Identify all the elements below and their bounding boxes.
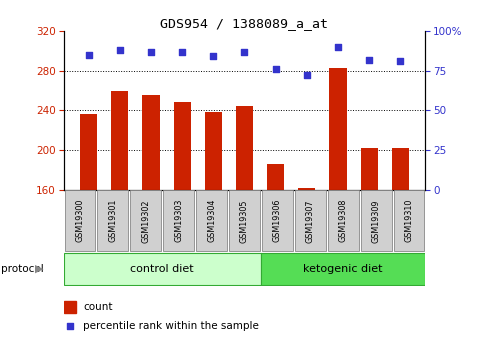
Bar (111, 90, 128, 190)
FancyBboxPatch shape (228, 190, 260, 251)
Point (147, 49, 155, 55)
Point (365, 57, 372, 62)
Text: GSM19307: GSM19307 (305, 199, 314, 243)
Point (84, 52, 92, 58)
FancyBboxPatch shape (327, 190, 358, 251)
Text: GSM19308: GSM19308 (338, 199, 347, 243)
FancyBboxPatch shape (97, 190, 128, 251)
Bar (298, 188, 315, 190)
Text: ▶: ▶ (35, 264, 43, 274)
Point (333, 44, 341, 50)
Bar (360, 148, 377, 190)
Point (271, 66, 279, 72)
FancyBboxPatch shape (261, 253, 424, 285)
Text: protocol: protocol (1, 264, 43, 274)
Bar (266, 164, 284, 190)
Bar (235, 106, 253, 190)
Text: GSM19309: GSM19309 (371, 199, 380, 243)
Bar (142, 95, 159, 190)
Bar (329, 68, 346, 190)
FancyBboxPatch shape (262, 190, 292, 251)
Point (178, 49, 185, 55)
Point (116, 47, 123, 53)
Point (240, 49, 248, 55)
Text: ketogenic diet: ketogenic diet (303, 264, 382, 274)
FancyBboxPatch shape (130, 190, 161, 251)
Text: GSM19300: GSM19300 (75, 199, 84, 243)
Text: control diet: control diet (130, 264, 194, 274)
Point (209, 54, 217, 59)
Text: GSM19302: GSM19302 (141, 199, 150, 243)
Bar (63, 301, 76, 313)
FancyBboxPatch shape (64, 190, 95, 251)
FancyBboxPatch shape (360, 190, 391, 251)
Bar (173, 102, 190, 190)
Point (66, 323, 74, 328)
FancyBboxPatch shape (64, 253, 260, 285)
Text: GSM19301: GSM19301 (108, 199, 117, 243)
Bar (80, 115, 97, 190)
Text: GSM19304: GSM19304 (207, 199, 216, 243)
FancyBboxPatch shape (196, 190, 226, 251)
Title: GDS954 / 1388089_a_at: GDS954 / 1388089_a_at (160, 17, 328, 30)
Text: GSM19310: GSM19310 (404, 199, 413, 243)
Point (303, 73, 310, 78)
Text: percentile rank within the sample: percentile rank within the sample (83, 321, 259, 331)
FancyBboxPatch shape (163, 190, 194, 251)
Bar (391, 148, 408, 190)
Text: GSM19305: GSM19305 (240, 199, 248, 243)
FancyBboxPatch shape (294, 190, 325, 251)
Text: count: count (83, 302, 113, 312)
Point (396, 58, 404, 64)
FancyBboxPatch shape (393, 190, 424, 251)
Bar (204, 112, 222, 190)
Text: GSM19303: GSM19303 (174, 199, 183, 243)
Text: GSM19306: GSM19306 (272, 199, 281, 243)
